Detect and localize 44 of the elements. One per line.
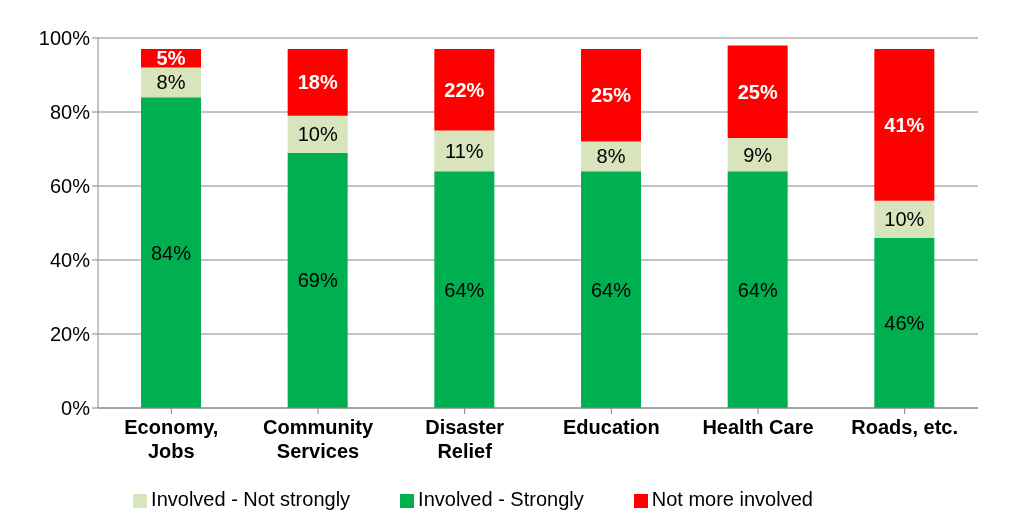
data-label: 46% xyxy=(884,311,925,334)
legend-label: Involved - Strongly xyxy=(418,488,584,510)
legend-label: Not more involved xyxy=(651,488,813,510)
data-label: 5% xyxy=(156,47,186,70)
y-tick-label: 80% xyxy=(49,101,91,124)
data-label: 8% xyxy=(156,71,186,94)
data-label: 84% xyxy=(150,241,192,264)
data-label: 11% xyxy=(445,139,484,162)
x-tick-label: Disaster Relief xyxy=(425,416,505,462)
x-tick-label: Health Care xyxy=(702,416,814,438)
data-label: 41% xyxy=(884,113,925,136)
y-tick-label: 100% xyxy=(38,27,91,50)
y-tick-label: 40% xyxy=(49,249,91,272)
bar xyxy=(141,97,201,408)
data-label: 9% xyxy=(743,143,773,166)
data-label: 8% xyxy=(596,145,626,168)
bar xyxy=(581,49,641,142)
x-tick-label: Economy, Jobs xyxy=(124,416,219,462)
data-label: 10% xyxy=(297,123,338,146)
y-tick-label: 20% xyxy=(49,323,91,346)
bar xyxy=(434,171,495,408)
x-tick-label: Roads, etc. xyxy=(851,416,959,438)
y-tick-label: 60% xyxy=(49,175,91,198)
data-label: 69% xyxy=(297,269,338,292)
data-label: 22% xyxy=(444,78,485,101)
data-label: 25% xyxy=(737,80,778,103)
bar xyxy=(287,49,348,116)
bar xyxy=(434,49,495,131)
x-tick-label: Education xyxy=(563,416,660,438)
data-label: 18% xyxy=(297,71,338,94)
data-label: 64% xyxy=(590,278,632,301)
data-label: 25% xyxy=(590,84,632,107)
bar xyxy=(727,45,788,138)
bar xyxy=(581,171,641,408)
bar xyxy=(727,171,788,408)
legend-label: Involved - Not strongly xyxy=(151,488,351,510)
y-tick-label: 0% xyxy=(61,397,91,420)
bar xyxy=(287,152,348,408)
x-tick-label: Community Services xyxy=(263,416,374,462)
data-label: 10% xyxy=(884,208,925,231)
data-label: 64% xyxy=(737,278,778,301)
bar xyxy=(874,237,935,408)
bar xyxy=(874,49,935,201)
data-label: 64% xyxy=(444,278,485,301)
